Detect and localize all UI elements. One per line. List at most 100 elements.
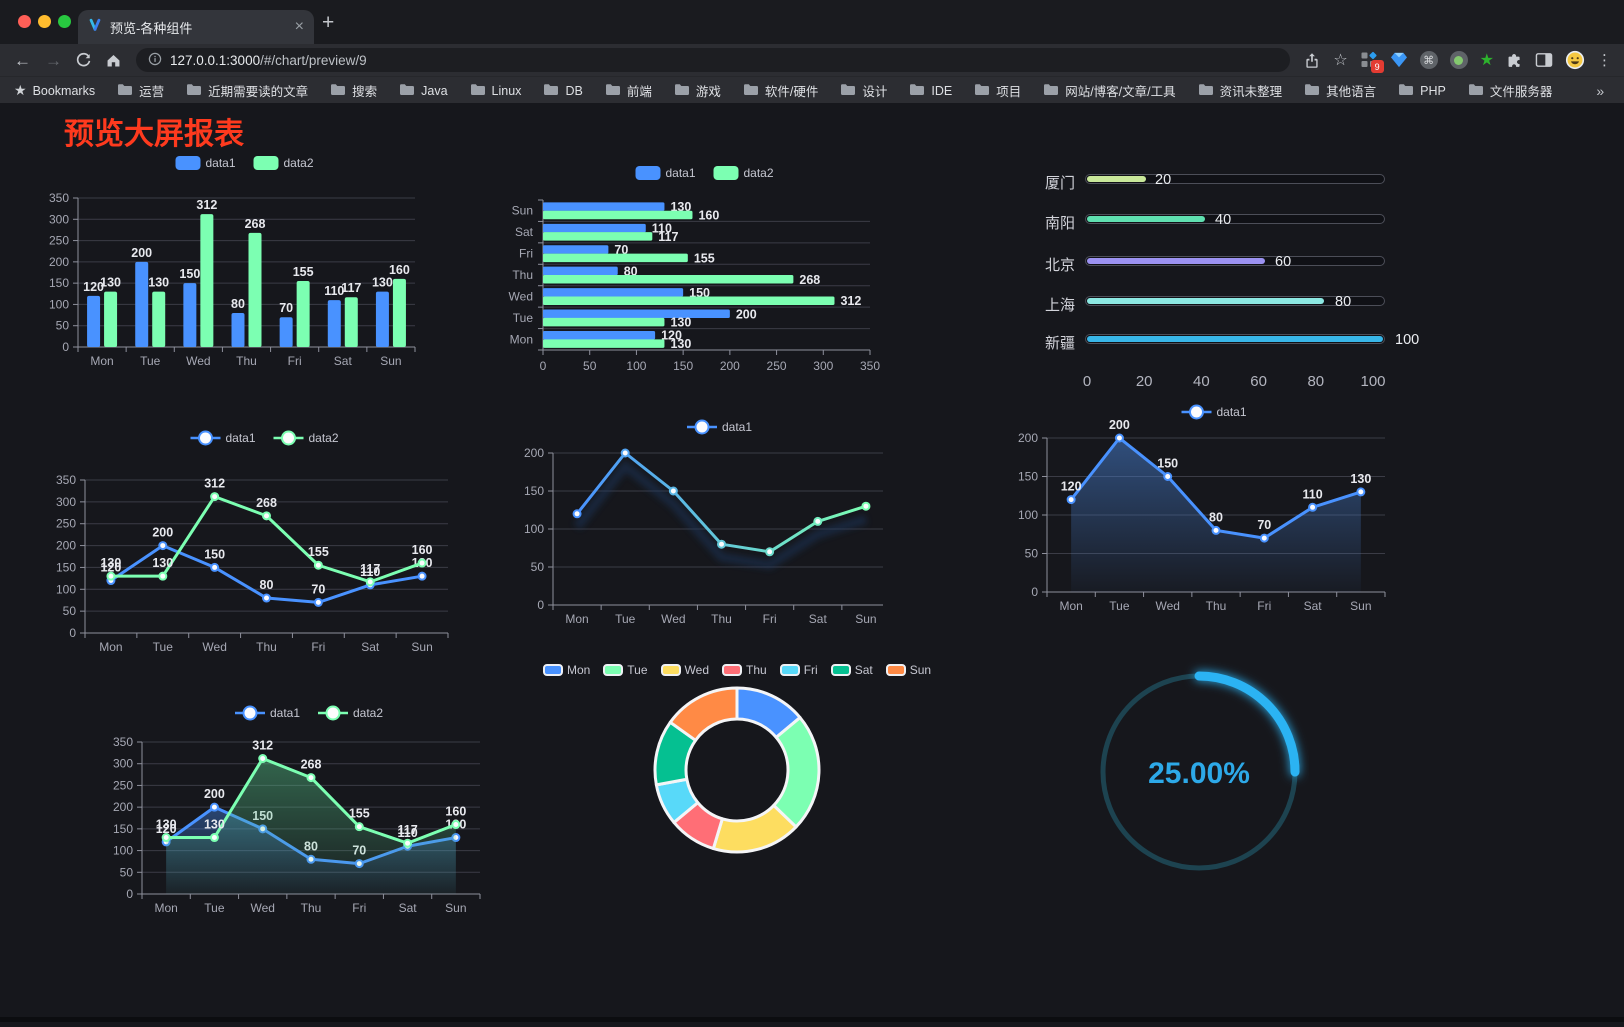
bar[interactable] xyxy=(543,339,665,348)
bar[interactable] xyxy=(543,317,665,327)
progress-row[interactable]: 上海 80 xyxy=(1000,292,1430,314)
bookmark-folder[interactable]: PHP xyxy=(1398,81,1446,100)
data-point[interactable] xyxy=(572,509,582,519)
data-point[interactable] xyxy=(262,593,271,603)
data-point[interactable] xyxy=(861,501,871,511)
bookmark-folder[interactable]: 游戏 xyxy=(674,81,721,100)
browser-menu-icon[interactable]: ⋮ xyxy=(1597,52,1612,69)
data-point[interactable] xyxy=(417,558,427,568)
bar[interactable] xyxy=(543,253,688,263)
window-maximize-button[interactable] xyxy=(58,15,71,28)
data-point[interactable] xyxy=(765,547,775,557)
window-close-button[interactable] xyxy=(18,15,31,28)
data-point[interactable] xyxy=(417,571,427,581)
data-point[interactable] xyxy=(1211,525,1221,535)
extension-gem-icon[interactable] xyxy=(1390,52,1408,68)
bar[interactable] xyxy=(104,291,118,347)
data-point[interactable] xyxy=(365,577,375,587)
data-point[interactable] xyxy=(158,571,168,581)
bar[interactable] xyxy=(231,312,245,347)
bar[interactable] xyxy=(200,214,214,347)
legend-item[interactable]: data2 xyxy=(318,705,383,721)
bar[interactable] xyxy=(392,278,406,347)
data-point[interactable] xyxy=(1308,502,1318,512)
chart-donut[interactable]: Mon Tue Wed Thu Fri Sat Sun xyxy=(542,659,931,949)
legend-item[interactable]: data1 xyxy=(190,430,256,446)
site-info-icon[interactable] xyxy=(148,52,162,69)
bookmarks-overflow-icon[interactable]: » xyxy=(1596,82,1605,99)
chart-area-single[interactable]: data1 0 50 100 150 200 Mon Tue Wed Thu Fri Sat Sun 12… xyxy=(985,386,1405,621)
extension-star-icon[interactable]: ★ xyxy=(1479,52,1494,69)
data-point[interactable] xyxy=(313,597,323,607)
chart-bar-horizontal[interactable]: data1 data2 0 50 100 150 200 250 300 350 Sun Sat Fri… xyxy=(505,151,883,376)
progress-row[interactable]: 新疆 100 xyxy=(1000,330,1430,352)
bookmark-folder[interactable]: 软件/硬件 xyxy=(743,81,818,100)
pie-slice[interactable] xyxy=(668,686,739,742)
data-point[interactable] xyxy=(209,833,219,843)
extension-record-icon[interactable] xyxy=(1449,51,1468,69)
legend-item[interactable]: data2 xyxy=(713,166,774,180)
bar[interactable] xyxy=(248,232,262,347)
chart-line-gradient[interactable]: data1 0 50 100 150 200 Mon Tue Wed Thu Fri Sat Sun xyxy=(505,398,891,633)
bar[interactable] xyxy=(543,223,646,233)
data-point[interactable] xyxy=(813,516,823,526)
bookmark-folder[interactable]: 其他语言 xyxy=(1304,81,1376,100)
bar[interactable] xyxy=(543,232,653,241)
forward-icon[interactable]: → xyxy=(45,50,62,70)
bar[interactable] xyxy=(375,291,389,347)
legend-item[interactable]: Tue xyxy=(603,663,648,677)
data-point[interactable] xyxy=(620,448,630,458)
legend-item[interactable]: data1 xyxy=(687,419,752,435)
extensions-puzzle-icon[interactable] xyxy=(1506,52,1523,69)
bar[interactable] xyxy=(279,317,293,347)
data-point[interactable] xyxy=(161,833,171,843)
chart-progress-bars[interactable]: 厦门 20 南阳 40 北京 60 上海 80 新疆 100 0 20 40 60 80 100 xyxy=(1000,155,1430,395)
reload-icon[interactable] xyxy=(75,52,92,69)
data-point[interactable] xyxy=(354,822,364,832)
legend-item[interactable]: Sat xyxy=(830,663,873,677)
bookmark-folder[interactable]: Java xyxy=(399,81,448,100)
bookmark-folder[interactable]: 文件服务器 xyxy=(1468,81,1552,100)
bookmark-folder[interactable]: 项目 xyxy=(974,81,1021,100)
progress-row[interactable]: 厦门 20 xyxy=(1000,170,1430,192)
bar[interactable] xyxy=(87,295,101,347)
data-point[interactable] xyxy=(258,754,268,764)
chart-gauge[interactable]: 25.00% xyxy=(1089,653,1309,888)
bar[interactable] xyxy=(543,210,693,220)
legend-item[interactable]: Fri xyxy=(779,663,818,677)
bookmark-star-icon[interactable]: ☆ xyxy=(1333,52,1348,69)
bar[interactable] xyxy=(543,266,618,276)
legend-item[interactable]: Sun xyxy=(885,663,931,677)
bar[interactable] xyxy=(543,245,609,254)
data-point[interactable] xyxy=(209,802,219,812)
legend-item[interactable]: data1 xyxy=(235,705,300,721)
bar[interactable] xyxy=(543,202,665,211)
bar[interactable] xyxy=(296,281,310,347)
chart-area-two-series[interactable]: data1 data2 0 50 100 150 200 250 300 350 Mon Tue Wed… xyxy=(100,703,520,918)
legend-item[interactable]: data1 xyxy=(175,156,236,170)
legend-item[interactable]: Wed xyxy=(660,663,709,677)
bookmark-folder[interactable]: 前端 xyxy=(605,81,652,100)
bar[interactable] xyxy=(344,297,358,347)
legend-item[interactable]: data1 xyxy=(1181,404,1247,420)
profile-avatar[interactable] xyxy=(1565,50,1585,70)
extension-grid-icon[interactable]: 9 xyxy=(1360,51,1384,73)
data-point[interactable] xyxy=(668,486,678,496)
data-point[interactable] xyxy=(158,541,168,551)
chart-bar-grouped[interactable]: data1 data2 0 50 100 150 200 250 300 350 Mon Tue Wed… xyxy=(38,148,478,370)
data-point[interactable] xyxy=(1163,472,1173,481)
bookmark-folder[interactable]: 运营 xyxy=(117,81,164,100)
data-point[interactable] xyxy=(717,539,726,549)
data-point[interactable] xyxy=(106,571,116,581)
bookmark-folder[interactable]: 资讯未整理 xyxy=(1198,81,1282,100)
bar[interactable] xyxy=(543,288,684,297)
bookmark-folder[interactable]: DB xyxy=(543,81,583,100)
bar[interactable] xyxy=(152,291,166,347)
bar[interactable] xyxy=(543,296,835,305)
data-point[interactable] xyxy=(262,511,271,521)
bar[interactable] xyxy=(135,261,149,347)
data-point[interactable] xyxy=(403,838,413,848)
home-icon[interactable] xyxy=(105,52,122,69)
bar[interactable] xyxy=(183,283,197,347)
legend-item[interactable]: data2 xyxy=(253,156,314,170)
